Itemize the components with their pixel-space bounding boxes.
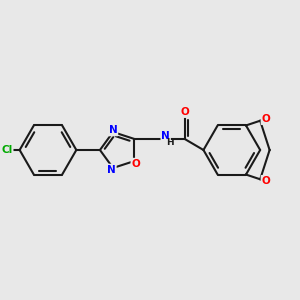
- Text: O: O: [262, 176, 270, 186]
- Text: O: O: [131, 159, 140, 169]
- Text: N: N: [107, 165, 116, 175]
- Text: Cl: Cl: [2, 145, 13, 155]
- Text: O: O: [180, 107, 189, 117]
- Text: N: N: [109, 125, 117, 135]
- Text: H: H: [166, 138, 174, 147]
- Text: N: N: [161, 131, 170, 141]
- Text: O: O: [262, 114, 270, 124]
